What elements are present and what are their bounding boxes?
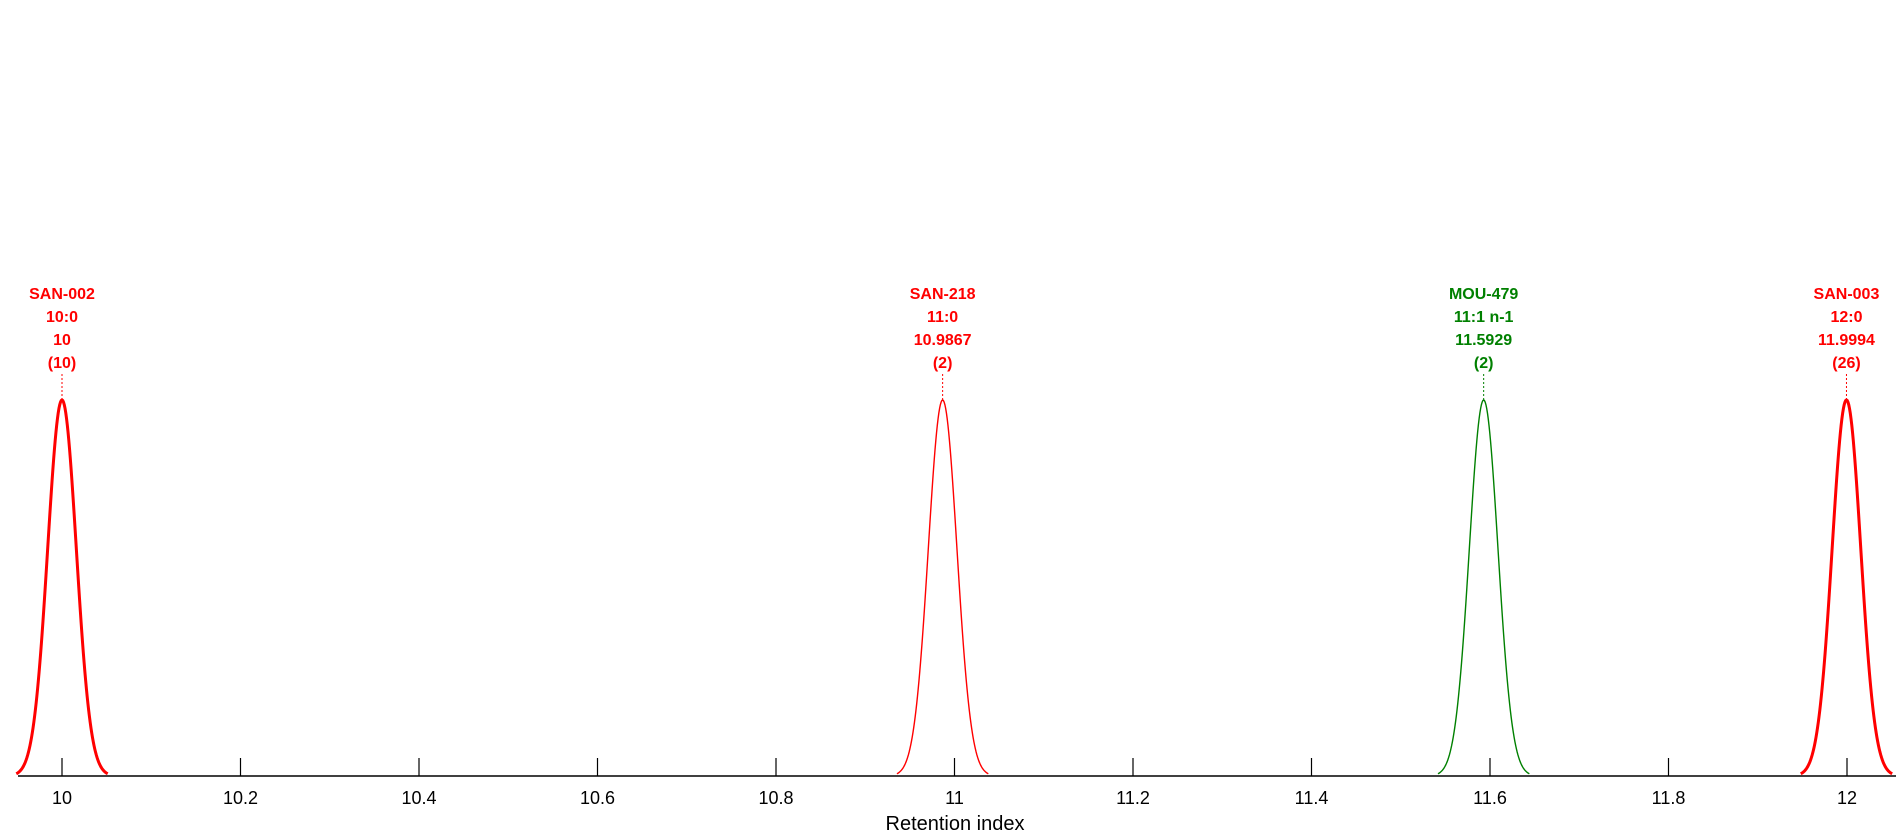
peak-id-label: MOU-479 bbox=[1449, 286, 1518, 303]
peak-compound-label: 11:0 bbox=[927, 309, 958, 326]
x-tick-label: 10.4 bbox=[401, 788, 436, 808]
x-tick-label: 12 bbox=[1837, 788, 1857, 808]
peak-san-218 bbox=[896, 399, 989, 775]
x-ticks-layer: 10 10.2 10.4 10.6 10.8 11 11.2 11.4 11.6 11.8 12 bbox=[52, 758, 1857, 808]
peak-count-label: (2) bbox=[933, 355, 953, 372]
x-tick-label: 11.4 bbox=[1295, 788, 1329, 808]
x-tick-label: 10.6 bbox=[580, 788, 615, 808]
x-tick-label: 11.8 bbox=[1652, 788, 1686, 808]
peak-count-label: (2) bbox=[1474, 355, 1494, 372]
x-tick-label: 10.2 bbox=[223, 788, 258, 808]
peak-san-003 bbox=[1800, 398, 1893, 776]
x-axis-label: Retention index bbox=[886, 813, 1025, 835]
peak-id-label: SAN-002 bbox=[29, 286, 95, 303]
peak-compound-label: 12:0 bbox=[1830, 309, 1862, 326]
peak-id-label: SAN-218 bbox=[910, 286, 976, 303]
peak-compound-label: 10:0 bbox=[46, 309, 78, 326]
peaks-layer bbox=[15, 398, 1893, 776]
x-tick-label: 10.8 bbox=[758, 788, 793, 808]
x-tick-label: 11.2 bbox=[1116, 788, 1150, 808]
peak-mou-479 bbox=[1437, 399, 1530, 775]
peak-compound-label: 11:1 n-1 bbox=[1454, 309, 1514, 326]
peak-count-label: (26) bbox=[1832, 355, 1860, 372]
x-tick-label: 11.6 bbox=[1473, 788, 1507, 808]
peak-ri-label: 10 bbox=[53, 332, 71, 349]
peak-ri-label: 11.5929 bbox=[1455, 332, 1512, 349]
peak-san-002 bbox=[15, 398, 109, 776]
peak-count-label: (10) bbox=[48, 355, 76, 372]
x-tick-label: 11 bbox=[945, 788, 964, 808]
peak-labels-layer: SAN-002 10:0 10 (10) SAN-218 11:0 10.9867 (2) MO… bbox=[29, 286, 1879, 400]
peak-ri-label: 10.9867 bbox=[914, 332, 972, 349]
peak-id-label: SAN-003 bbox=[1814, 286, 1880, 303]
peak-ri-label: 11.9994 bbox=[1818, 332, 1875, 349]
x-tick-label: 10 bbox=[52, 788, 72, 808]
